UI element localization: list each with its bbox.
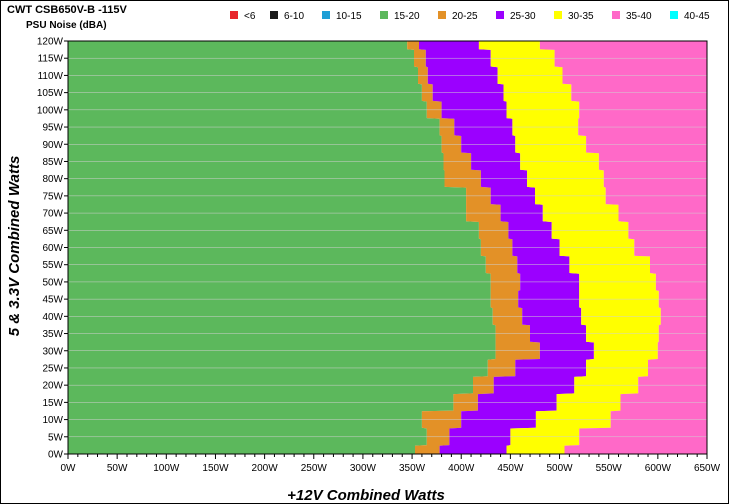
x-tick-label-1: 50W bbox=[107, 463, 128, 474]
x-tick-label-11: 550W bbox=[596, 463, 623, 474]
x-tick-label-10: 500W bbox=[546, 463, 573, 474]
x-tick-label-2: 100W bbox=[153, 463, 180, 474]
legend-label-2: 10-15 bbox=[336, 11, 362, 22]
y-tick-label-1: 5W bbox=[48, 432, 64, 443]
y-tick-label-5: 25W bbox=[42, 363, 63, 374]
y-tick-label-11: 55W bbox=[42, 260, 63, 271]
x-axis-label: +12V Combined Watts bbox=[287, 487, 445, 503]
y-axis-label: 5 & 3.3V Combined Watts bbox=[6, 156, 23, 337]
legend-swatch-1 bbox=[270, 11, 278, 19]
x-axis-ticks: 0W 50W 100W 150W 200W 250W 300W 350W 400W 450W 500… bbox=[61, 454, 721, 474]
legend-label-6: 30-35 bbox=[568, 11, 594, 22]
y-tick-label-6: 30W bbox=[42, 346, 63, 357]
y-tick-label-16: 80W bbox=[42, 174, 63, 185]
legend: <6 6-10 10-15 15-20 20-25 25-30 30-35 35-40 40-4… bbox=[230, 11, 710, 22]
legend-label-8: 40-45 bbox=[684, 11, 710, 22]
x-tick-label-5: 250W bbox=[301, 463, 328, 474]
y-tick-label-13: 65W bbox=[42, 226, 63, 237]
legend-swatch-6 bbox=[554, 11, 562, 19]
y-tick-label-17: 85W bbox=[42, 157, 63, 168]
x-tick-label-8: 400W bbox=[448, 463, 475, 474]
y-tick-label-22: 110W bbox=[38, 71, 64, 82]
y-tick-label-2: 10W bbox=[42, 415, 63, 426]
legend-label-1: 6-10 bbox=[284, 11, 304, 22]
y-tick-label-12: 60W bbox=[42, 243, 63, 254]
x-tick-label-13: 650W bbox=[694, 463, 721, 474]
chart-title: CWT CSB650V-B -115V bbox=[7, 4, 127, 16]
y-tick-label-7: 35W bbox=[42, 329, 63, 340]
legend-label-4: 20-25 bbox=[452, 11, 478, 22]
y-tick-label-15: 75W bbox=[42, 191, 63, 202]
legend-swatch-4 bbox=[438, 11, 446, 19]
legend-swatch-5 bbox=[496, 11, 504, 19]
y-tick-label-24: 120W bbox=[37, 37, 64, 48]
y-tick-label-18: 90W bbox=[42, 140, 63, 151]
y-tick-label-10: 50W bbox=[42, 277, 63, 288]
y-tick-label-4: 20W bbox=[42, 381, 63, 392]
y-tick-label-8: 40W bbox=[42, 312, 63, 323]
x-tick-label-12: 600W bbox=[645, 463, 672, 474]
y-tick-label-23: 115W bbox=[38, 54, 64, 65]
y-axis-ticks: 0W 5W 10W 15W 20W 25W 30W 35W 40W 45W 50W 55W 60W 65W… bbox=[37, 37, 68, 461]
x-tick-label-3: 150W bbox=[202, 463, 229, 474]
gridlines bbox=[67, 40, 708, 455]
y-tick-label-9: 45W bbox=[42, 295, 63, 306]
x-tick-label-7: 350W bbox=[399, 463, 426, 474]
y-tick-label-3: 15W bbox=[42, 398, 63, 409]
legend-label-7: 35-40 bbox=[626, 11, 652, 22]
y-tick-label-21: 105W bbox=[37, 88, 64, 99]
x-tick-label-6: 300W bbox=[350, 463, 377, 474]
legend-swatch-3 bbox=[380, 11, 388, 19]
y-tick-label-20: 100W bbox=[37, 105, 64, 116]
legend-label-0: <6 bbox=[244, 11, 256, 22]
legend-label-3: 15-20 bbox=[394, 11, 420, 22]
x-tick-label-4: 200W bbox=[252, 463, 279, 474]
y-tick-label-14: 70W bbox=[42, 209, 63, 220]
y-tick-label-19: 95W bbox=[42, 123, 63, 134]
legend-swatch-7 bbox=[612, 11, 620, 19]
x-tick-label-9: 450W bbox=[497, 463, 524, 474]
legend-swatch-2 bbox=[322, 11, 330, 19]
legend-swatch-0 bbox=[230, 11, 238, 19]
y-tick-label-0: 0W bbox=[48, 450, 64, 461]
chart-subtitle: PSU Noise (dBA) bbox=[26, 20, 107, 31]
legend-label-5: 25-30 bbox=[510, 11, 536, 22]
legend-swatch-8 bbox=[670, 11, 678, 19]
x-tick-label-0: 0W bbox=[61, 463, 77, 474]
